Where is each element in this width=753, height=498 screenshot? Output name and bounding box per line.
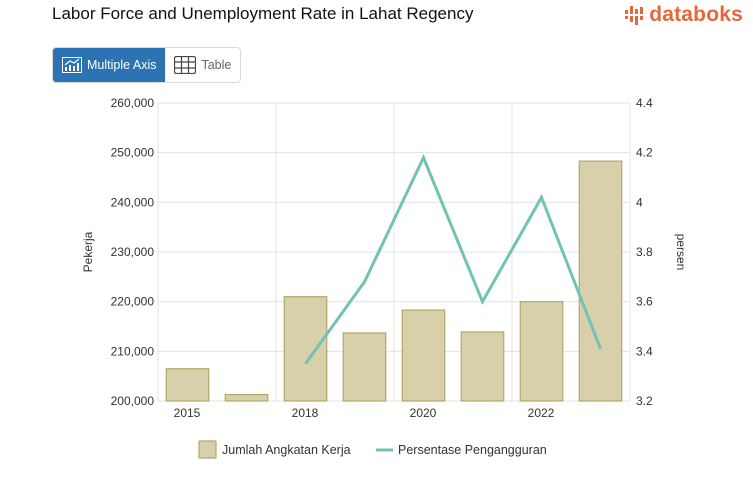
left-tick-label: 250,000 <box>111 146 155 160</box>
right-axis-title: persen <box>674 234 688 271</box>
x-tick-label: 2020 <box>410 406 437 420</box>
legend-bar-label: Jumlah Angkatan Kerja <box>222 443 351 457</box>
table-button[interactable]: Table <box>165 48 241 82</box>
right-tick-label: 4.2 <box>636 146 653 160</box>
left-tick-label: 260,000 <box>111 96 155 110</box>
legend-item-bar[interactable]: Jumlah Angkatan Kerja <box>198 440 351 459</box>
bar <box>460 331 505 402</box>
bar <box>578 160 623 402</box>
x-tick-label: 2015 <box>174 406 201 420</box>
legend: Jumlah Angkatan Kerja Persentase Pengang… <box>198 440 547 459</box>
left-tick-label: 230,000 <box>111 245 155 259</box>
legend-item-line[interactable]: Persentase Pengangguran <box>376 443 547 457</box>
x-tick-label: 2022 <box>528 406 555 420</box>
right-tick-label: 3.6 <box>636 295 653 309</box>
left-tick-label: 200,000 <box>111 394 155 408</box>
bar <box>165 368 210 402</box>
databoks-logo[interactable]: databoks <box>624 3 743 27</box>
line-series <box>304 153 602 365</box>
logo-text: databoks <box>649 3 743 26</box>
chart-title: Labor Force and Unemployment Rate in Lah… <box>52 4 474 23</box>
bar <box>283 296 328 402</box>
right-axis-ticks: 3.2 3.4 3.6 3.8 4 4.2 4.4 <box>636 96 653 408</box>
multiple-axis-button[interactable]: Multiple Axis <box>53 48 166 82</box>
unemployment-line <box>304 153 602 365</box>
table-icon <box>174 56 197 74</box>
bar <box>519 301 564 402</box>
right-tick-label: 3.8 <box>636 245 653 259</box>
view-toggle: Multiple Axis Table <box>52 47 242 83</box>
left-axis-ticks: 200,000 210,000 220,000 230,000 240,000 250,0… <box>111 96 155 408</box>
databoks-logo-icon <box>625 6 644 25</box>
right-tick-label: 3.2 <box>636 394 653 408</box>
x-axis-ticks: 2015 2018 2020 2022 <box>174 406 555 420</box>
right-tick-label: 4.4 <box>636 96 653 110</box>
legend-line-label: Persentase Pengangguran <box>398 443 547 457</box>
right-tick-label: 3.4 <box>636 344 653 358</box>
left-tick-label: 210,000 <box>111 344 155 358</box>
right-tick-label: 4 <box>636 195 643 209</box>
left-tick-label: 240,000 <box>111 195 155 209</box>
multiple-axis-label: Multiple Axis <box>87 58 157 72</box>
x-tick-label: 2018 <box>292 406 319 420</box>
bar <box>401 309 446 402</box>
left-axis-title: Pekerja <box>81 231 95 272</box>
table-label: Table <box>201 58 232 72</box>
left-tick-label: 220,000 <box>111 295 155 309</box>
bar-series <box>165 160 623 402</box>
chart-icon <box>62 57 82 73</box>
bar <box>342 332 387 402</box>
bar <box>224 393 269 402</box>
legend-bar-swatch <box>198 440 217 459</box>
